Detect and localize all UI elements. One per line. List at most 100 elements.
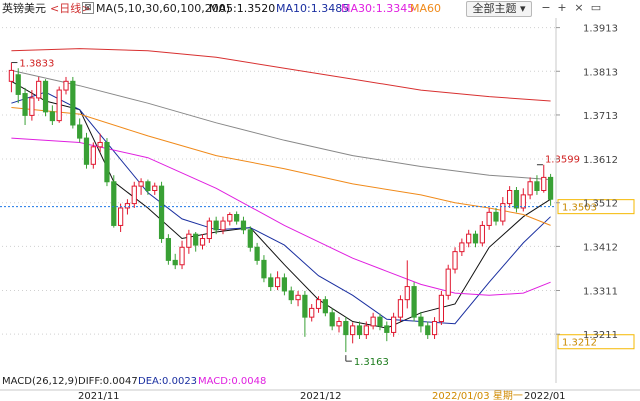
x-label-jan: 2022/01 <box>524 391 566 401</box>
y-tick-label: 1.3713 <box>583 111 618 122</box>
last-price-box <box>557 199 635 215</box>
candle-body <box>281 277 288 292</box>
candle-body <box>124 203 131 209</box>
candle <box>158 181 165 243</box>
candle-body <box>220 220 226 231</box>
candle-body <box>49 111 55 122</box>
macd-diff-value: DIFF:0.0047 <box>78 376 138 387</box>
candle <box>213 216 219 235</box>
candle <box>8 62 15 93</box>
lower-price-box <box>557 334 635 350</box>
candle-body <box>206 220 212 240</box>
candle <box>227 212 233 226</box>
candle <box>486 207 492 230</box>
candle <box>124 199 131 215</box>
candle <box>22 87 28 125</box>
candle <box>527 177 533 200</box>
candle <box>234 211 240 225</box>
candle-body <box>29 97 35 116</box>
candle-body <box>520 194 526 209</box>
candle-body <box>152 185 158 191</box>
candle-body <box>56 89 62 122</box>
ma200-line <box>11 48 551 102</box>
candle-body <box>295 294 301 301</box>
candle-body <box>486 211 492 226</box>
candle <box>377 313 383 331</box>
theme-button-label: 全部主题 <box>472 2 517 15</box>
period-selector[interactable]: <日线> <box>50 2 91 15</box>
candle <box>472 230 479 248</box>
candle <box>15 68 21 104</box>
candle <box>431 317 438 339</box>
ma100-line <box>11 69 551 181</box>
ma-params-label: MA(5,10,30,60,100,200) <box>96 2 231 15</box>
candle-body <box>377 316 383 327</box>
y-tick-label: 1.3813 <box>583 67 618 78</box>
candle-body <box>404 286 410 301</box>
candle <box>42 79 49 117</box>
candle-body <box>138 181 144 187</box>
plus-icon[interactable]: + <box>557 1 567 14</box>
candle <box>329 308 335 331</box>
candle-body <box>466 233 472 244</box>
candle <box>500 197 506 226</box>
candle <box>493 207 499 226</box>
candle-body <box>507 190 513 205</box>
candle-body <box>452 251 458 270</box>
chart-toolbar: 英镑美元 <日线> ⊠ MA(5,10,30,60,100,200) MA5:1… <box>0 0 640 18</box>
candle <box>404 260 410 309</box>
macd-params-label: MACD(26,12,9) <box>2 376 78 387</box>
candle-body <box>459 242 465 253</box>
candle-body <box>172 259 178 266</box>
symbol-label: 英镑美元 <box>2 2 46 15</box>
candle <box>131 181 137 208</box>
candle-body <box>97 141 103 148</box>
candle <box>390 312 397 337</box>
minus-icon[interactable]: − <box>541 1 551 14</box>
candle <box>520 188 526 212</box>
y-tick-label: 1.3913 <box>583 24 618 35</box>
settings-icon[interactable]: ▭ <box>590 1 602 14</box>
candle <box>247 226 253 252</box>
candle-body <box>329 312 335 327</box>
chart-type-icon[interactable]: ⊠ <box>82 2 94 14</box>
candle <box>268 273 274 291</box>
candle-body <box>8 69 15 82</box>
high-label: 1.3833 <box>19 59 54 70</box>
candle-body <box>302 294 308 318</box>
candle-body <box>500 203 506 222</box>
candle <box>193 231 199 252</box>
close-icon[interactable]: × <box>574 1 584 14</box>
candle <box>56 86 62 123</box>
candle-body <box>418 316 424 327</box>
candle-body <box>472 233 479 244</box>
candle <box>295 290 301 307</box>
candle <box>172 253 178 270</box>
candle-body <box>36 80 42 99</box>
candle <box>418 311 424 333</box>
candle-body <box>261 259 267 279</box>
candle-body <box>493 211 499 222</box>
y-tick-label: 1.3512 <box>583 199 618 210</box>
candle <box>261 255 267 283</box>
candle-body <box>22 93 28 116</box>
candle-body <box>179 246 185 266</box>
candle-body <box>547 176 554 200</box>
candle <box>288 286 294 305</box>
candle <box>29 90 35 121</box>
candle-body <box>363 325 369 336</box>
candle-body <box>199 238 206 246</box>
candle <box>36 76 42 101</box>
candle <box>384 321 390 342</box>
candle <box>547 173 554 206</box>
candle <box>199 234 206 250</box>
theme-dropdown-button[interactable]: 全部主题 ▾ <box>466 1 532 17</box>
candle-body <box>322 299 328 314</box>
candle <box>138 178 144 195</box>
ma30-line <box>11 137 551 296</box>
candle-body <box>254 246 260 261</box>
candle-body <box>288 290 294 301</box>
candle-body <box>158 185 165 240</box>
candle-body <box>83 137 90 165</box>
candle-body <box>541 176 547 191</box>
